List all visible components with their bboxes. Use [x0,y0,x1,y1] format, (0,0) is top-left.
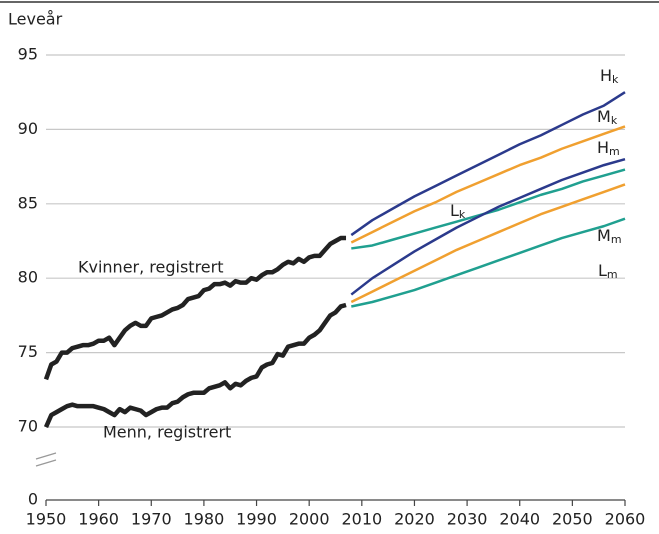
series-line [350,91,626,237]
series-label: Lk [450,201,466,222]
y-tick-label: 95 [18,45,38,64]
x-tick-label: 1950 [26,510,67,529]
y-tick-label: 85 [18,193,38,212]
x-tick-label: 2050 [552,510,593,529]
x-tick-label: 1960 [78,510,119,529]
x-tick-label: 1970 [131,510,172,529]
x-tick-label: 2020 [394,510,435,529]
series-line [43,235,347,381]
y-axis-label: Leveår [8,10,63,29]
series-line [351,217,626,308]
y-tick-label: 70 [18,417,38,436]
y-tick-label: 75 [18,342,38,361]
axis-break [35,452,57,460]
axis-break [35,459,57,467]
series-line [350,183,626,304]
y-tick-label: 80 [18,268,38,287]
y-tick-label: 0 [28,490,38,509]
series-label: Hk [600,66,619,87]
x-tick-label: 1990 [236,510,277,529]
x-tick-label: 2040 [499,510,540,529]
x-tick-label: 2000 [289,510,330,529]
series-label: Menn, registrert [103,423,231,442]
series-label: Lm [598,261,618,282]
series-line [350,125,626,244]
series-line [43,302,347,429]
y-tick-label: 90 [18,119,38,138]
x-tick-label: 2060 [605,510,646,529]
series-line [350,157,626,296]
series-label: Kvinner, registrert [78,258,223,277]
series-label: Mk [597,107,618,128]
series-label: Hm [597,138,620,159]
x-tick-label: 2010 [341,510,382,529]
x-tick-label: 2030 [447,510,488,529]
series-label: Mm [597,226,622,247]
x-tick-label: 1980 [184,510,225,529]
